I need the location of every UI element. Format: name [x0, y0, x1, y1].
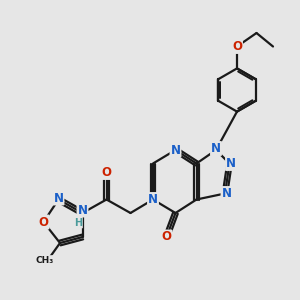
- Text: N: N: [148, 193, 158, 206]
- Text: CH₃: CH₃: [36, 256, 54, 265]
- Text: H: H: [74, 218, 82, 228]
- Text: N: N: [211, 142, 221, 155]
- Text: O: O: [38, 215, 49, 229]
- Text: N: N: [226, 157, 236, 170]
- Text: O: O: [101, 166, 112, 179]
- Text: N: N: [170, 143, 181, 157]
- Text: N: N: [221, 187, 232, 200]
- Text: N: N: [77, 203, 88, 217]
- Text: O: O: [232, 40, 242, 53]
- Text: N: N: [53, 191, 64, 205]
- Text: O: O: [161, 230, 172, 244]
